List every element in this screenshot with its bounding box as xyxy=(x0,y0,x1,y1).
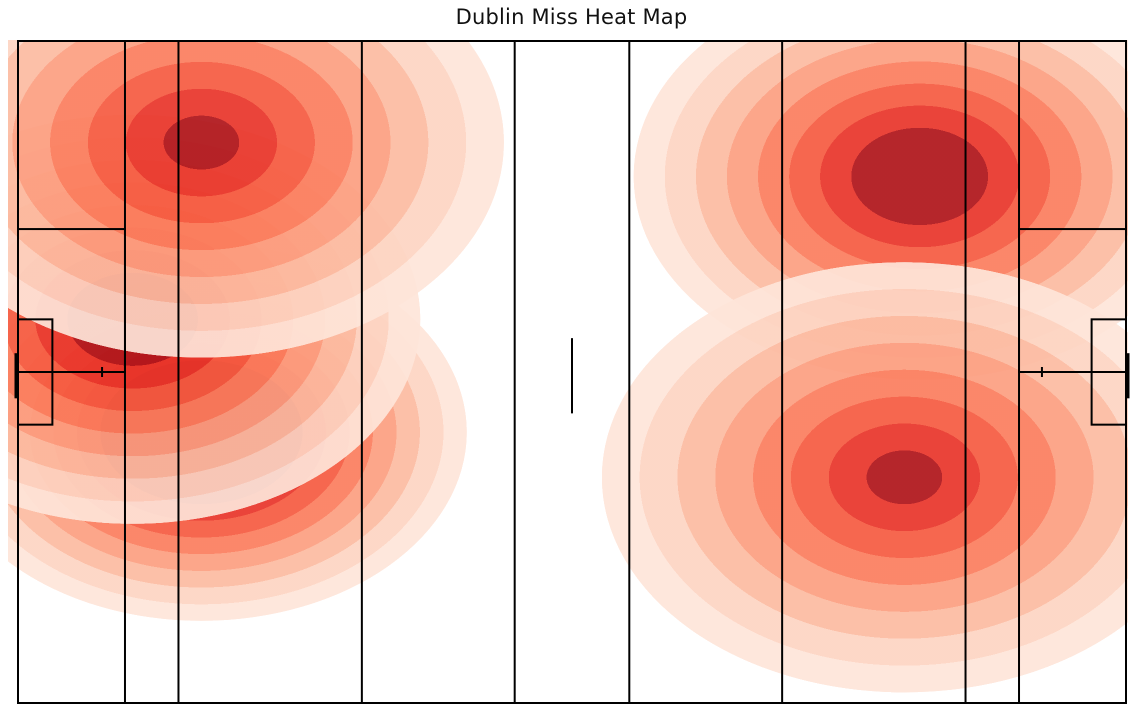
small-goal-box xyxy=(17,318,54,426)
small-goal-box xyxy=(1090,318,1127,426)
large-goal-box xyxy=(17,228,126,373)
pitch-lines xyxy=(14,40,1130,704)
chart-title: Dublin Miss Heat Map xyxy=(455,5,688,29)
heat-density-layer xyxy=(8,40,1128,693)
density-cluster xyxy=(601,262,1128,693)
large-goal-box xyxy=(1018,228,1127,373)
density-cluster xyxy=(8,40,504,358)
